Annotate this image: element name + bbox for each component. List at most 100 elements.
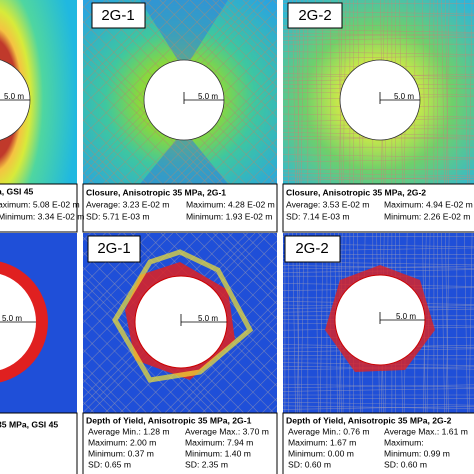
- joint-line: [315, 233, 319, 413]
- joint-line: [319, 0, 324, 184]
- joint-line: [445, 233, 450, 413]
- joint-line: [174, 0, 277, 103]
- panel-tag: 2G-1: [101, 7, 134, 24]
- joint-line: [445, 0, 450, 184]
- joint-line: [133, 39, 277, 184]
- joint-line: [83, 233, 166, 316]
- panel-tags: [87, 2, 343, 263]
- stat: Maximum:: [384, 437, 424, 447]
- joint-line: [464, 233, 468, 413]
- joint-line: [445, 233, 449, 413]
- contour-image: [0, 0, 77, 184]
- joint-line: [83, 36, 231, 184]
- joint-line: [170, 77, 277, 184]
- dimension-label: 5.0 m: [394, 92, 414, 101]
- joint-line: [187, 322, 277, 413]
- joint-line: [83, 104, 163, 184]
- joint-line: [145, 233, 277, 365]
- joint-line: [216, 123, 277, 184]
- joint-line: [190, 233, 277, 320]
- stat: Average Max.: 1.61 m: [384, 426, 468, 436]
- joint-line: [83, 233, 203, 354]
- joint-line: [178, 85, 277, 184]
- joint-line: [292, 0, 296, 184]
- yield-image: [83, 233, 277, 413]
- dimension-label: 5.0 m: [4, 92, 24, 101]
- joint-line: [144, 0, 277, 133]
- joint-line: [83, 281, 215, 413]
- stat: Average Min.: 1.28 m: [88, 426, 170, 436]
- joint-line: [83, 371, 125, 413]
- joint-line: [205, 233, 277, 305]
- joint-line: [296, 0, 301, 184]
- joint-line: [441, 0, 445, 184]
- joint-line: [83, 304, 192, 413]
- joint-line: [83, 141, 125, 184]
- joint-line: [213, 233, 277, 298]
- joint-line: [300, 233, 305, 413]
- stat: Maximum: 1.67 m: [288, 437, 356, 447]
- stat: Average Min.: 0.76 m: [288, 426, 370, 436]
- joint-line: [83, 0, 137, 54]
- stat: Average: 3.23 E-02 m: [86, 199, 169, 209]
- joint-line: [83, 319, 177, 413]
- stat: Minimum: 0.00 m: [288, 448, 354, 458]
- joint-line: [83, 51, 216, 184]
- dimension-label: 5.0 m: [396, 312, 416, 321]
- stat: Average: 3.53 E-02 m: [286, 199, 369, 209]
- joint-line: [296, 233, 301, 413]
- joint-line: [83, 73, 193, 184]
- joint-line: [216, 352, 277, 413]
- stat: Maximum: 4.28 E-02 m: [186, 199, 275, 209]
- panel-tag: 2G-2: [298, 7, 331, 24]
- stat: SD: 0.65 m: [88, 459, 131, 469]
- joint-line: [83, 89, 178, 184]
- joint-line: [315, 0, 319, 184]
- joint-line: [83, 134, 133, 184]
- stat: Maximum: 4.94 E-02 m: [384, 199, 473, 209]
- joint-line: [83, 233, 173, 324]
- stat: SD: 2.35 m: [185, 459, 228, 469]
- stat: Average Max.: 3.70 m: [185, 426, 269, 436]
- joint-line: [83, 58, 208, 184]
- caption: Depth of Yield, Anisotropic 35 MPa, 2G-1: [86, 415, 252, 425]
- caption: Depth of Yield, Anisotropic 35 MPa, 2G-2: [286, 415, 452, 425]
- joint-line: [464, 0, 468, 184]
- joint-line: [83, 363, 132, 413]
- joint-line: [83, 233, 136, 286]
- joint-line: [300, 0, 305, 184]
- caption: a, GSI 45: [0, 186, 34, 196]
- joint-line: [441, 233, 445, 413]
- joint-line: [283, 33, 474, 38]
- caption: Closure, Anisotropic 35 MPa, 2G-1: [86, 187, 226, 197]
- stat: Minimum: 1.93 E-02 m: [186, 211, 272, 221]
- joint-line: [83, 0, 190, 107]
- stat: Minimum: 0.37 m: [88, 448, 154, 458]
- joint-line: [283, 172, 474, 177]
- joint-line: [227, 0, 277, 50]
- joint-line: [83, 149, 118, 184]
- stat: Maximum: 2.00 m: [88, 437, 156, 447]
- joint-line: [159, 0, 277, 118]
- joint-line: [283, 388, 474, 392]
- joint-line: [83, 233, 151, 301]
- joint-line: [283, 405, 474, 410]
- joint-line: [179, 315, 277, 413]
- caption-boxes: [0, 183, 474, 474]
- stat: SD: 0.60 m: [384, 459, 427, 469]
- dimension-label: 5.0 m: [198, 314, 218, 323]
- joint-line: [292, 233, 296, 413]
- stat: Minimum: 1.40 m: [185, 448, 251, 458]
- joint-line: [212, 0, 277, 65]
- joint-line: [163, 70, 277, 184]
- joint-line: [243, 233, 277, 268]
- joint-line: [283, 177, 474, 181]
- contour-image: [83, 0, 277, 184]
- dimension-label: 5.0 m: [2, 314, 22, 323]
- joint-line: [83, 119, 148, 184]
- dimension-label: 5.0 m: [198, 92, 218, 101]
- joint-line: [242, 0, 277, 35]
- joint-line: [228, 233, 277, 283]
- joint-line: [231, 367, 277, 413]
